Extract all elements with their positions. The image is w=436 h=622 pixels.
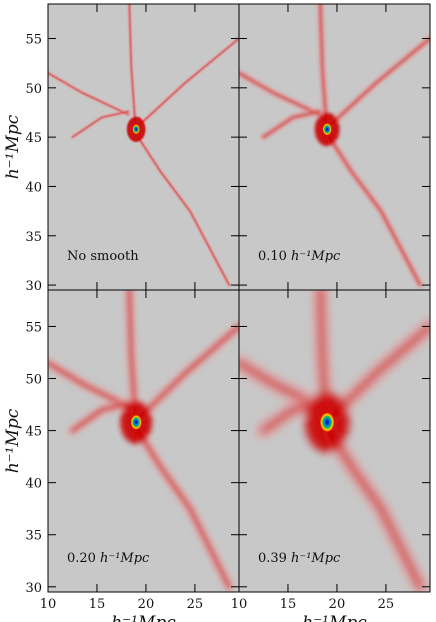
y-tick-label: 30 [25, 279, 42, 294]
y-tick-label: 55 [25, 33, 42, 48]
density-peak [132, 124, 140, 135]
panel-frame [238, 289, 431, 593]
panel-2 [239, 4, 430, 290]
y-tick-label: 50 [25, 373, 42, 388]
density-peak [319, 412, 335, 433]
filament-southeast [327, 135, 422, 287]
panel-3 [48, 290, 239, 592]
density-peak [322, 123, 332, 136]
y-tick-label: 40 [25, 180, 42, 195]
filament-west [48, 72, 129, 116]
panel-1 [48, 4, 239, 290]
y-tick-label: 35 [25, 230, 42, 245]
y-tick-label: 50 [25, 82, 42, 97]
x-tick-label: 15 [280, 597, 297, 612]
x-tick-label: 10 [40, 597, 57, 612]
panel-label: No smooth [67, 249, 139, 264]
x-tick-label: 20 [329, 597, 346, 612]
filament-east-upper [138, 324, 239, 419]
filament-west [48, 361, 131, 409]
filament-east-upper [329, 37, 430, 126]
y-tick-label: 45 [25, 425, 42, 440]
x-tick-label: 10 [231, 597, 248, 612]
panel-label: 0.10 h⁻¹Mpc [258, 249, 341, 264]
filament-north [128, 4, 136, 123]
y-tick-label: 40 [25, 477, 42, 492]
filament-north [319, 4, 328, 124]
y-tick-label: 45 [25, 131, 42, 146]
x-axis-label: h⁻¹Mpc [302, 613, 367, 622]
panels-layer [48, 4, 430, 592]
x-tick-label: 20 [138, 597, 155, 612]
panel-label: 0.39 h⁻¹Mpc [258, 551, 341, 566]
density-field [48, 4, 239, 288]
filament-southeast [137, 136, 230, 286]
density-field [239, 4, 430, 289]
y-tick-label: 30 [25, 581, 42, 596]
x-tick-label: 25 [187, 597, 204, 612]
y-axis-label: h⁻¹Mpc [3, 408, 23, 473]
panel-4 [239, 290, 430, 592]
y-tick-label: 55 [25, 320, 42, 335]
filament-west [239, 71, 321, 116]
y-axis-label: h⁻¹Mpc [3, 114, 23, 179]
filament-southeast [136, 428, 232, 589]
filament-east-upper [139, 37, 239, 125]
density-field [239, 290, 430, 592]
panel-label: 0.20 h⁻¹Mpc [67, 551, 150, 566]
x-axis-label: h⁻¹Mpc [111, 613, 176, 622]
filament-southeast [326, 427, 424, 590]
filament-north [127, 290, 138, 417]
density-peak [130, 414, 142, 430]
filament-east-upper [328, 323, 430, 420]
filament-northwest-diagonal [262, 110, 321, 139]
x-tick-label: 15 [89, 597, 106, 612]
filament-northwest-diagonal [71, 110, 129, 138]
y-tick-label: 35 [25, 529, 42, 544]
filament-northwest-diagonal [70, 401, 131, 433]
x-tick-label: 25 [378, 597, 395, 612]
axes-layer: No smooth 30 35 40 45 50 55 0.10 h⁻¹Mpc 0.20 h⁻¹Mp… [3, 3, 431, 622]
